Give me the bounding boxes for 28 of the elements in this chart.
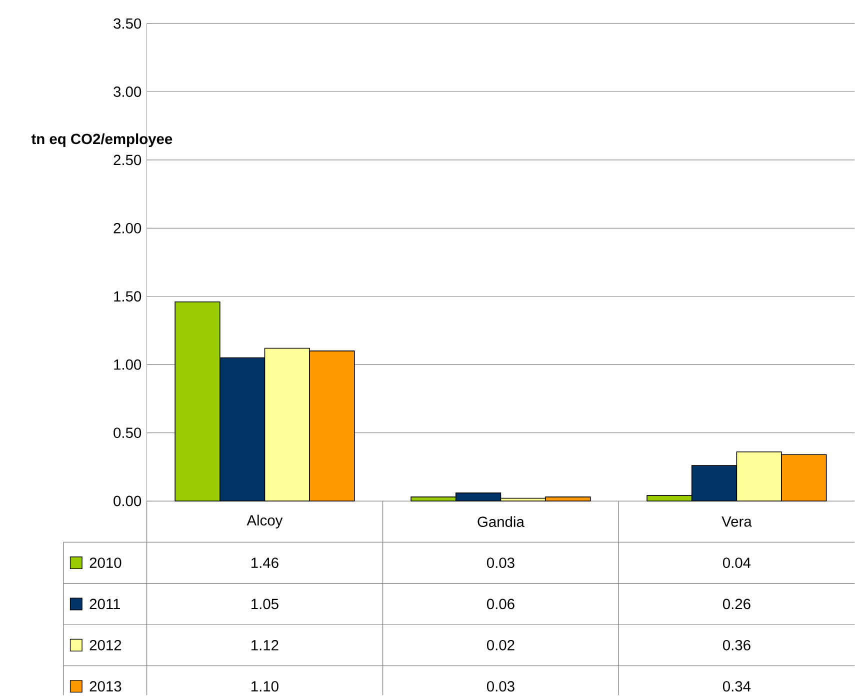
data-label: 0.34 (722, 680, 751, 692)
data-label: 0.36 (722, 640, 750, 650)
legend-label: 2010 (90, 557, 122, 568)
y-tick-label: 1.00 (114, 359, 142, 370)
y-tick-label: 0.00 (114, 496, 142, 506)
data-label: 0.06 (486, 598, 514, 609)
data-label: 1.46 (252, 557, 278, 568)
data-label: 0.26 (722, 598, 750, 609)
y-tick-label: 2.50 (114, 154, 142, 165)
x-tick-label: Alcoy (246, 514, 283, 528)
data-label: 0.02 (486, 640, 514, 650)
y-tick-label: 3.00 (114, 86, 142, 97)
y-tick-label: 2.00 (114, 222, 142, 234)
legend-label: 2011 (90, 598, 120, 609)
data-label: 1.12 (252, 640, 278, 650)
legend-label: 2013 (90, 680, 122, 692)
y-tick-label: 0.50 (114, 427, 142, 438)
legend-label: 2012 (90, 640, 122, 650)
y-tick-label: 1.50 (114, 290, 142, 302)
x-tick-label: Vera (722, 516, 752, 527)
y-axis-title: tn eq CO2/employee (31, 133, 172, 147)
x-tick-label: Gandia (478, 516, 524, 527)
data-label: 0.03 (486, 557, 514, 568)
data-label: 1.10 (252, 680, 278, 692)
y-tick-label: 3.50 (114, 18, 142, 29)
data-label: 0.04 (722, 557, 751, 568)
data-label: 1.05 (252, 598, 278, 609)
data-label: 0.03 (486, 680, 514, 692)
